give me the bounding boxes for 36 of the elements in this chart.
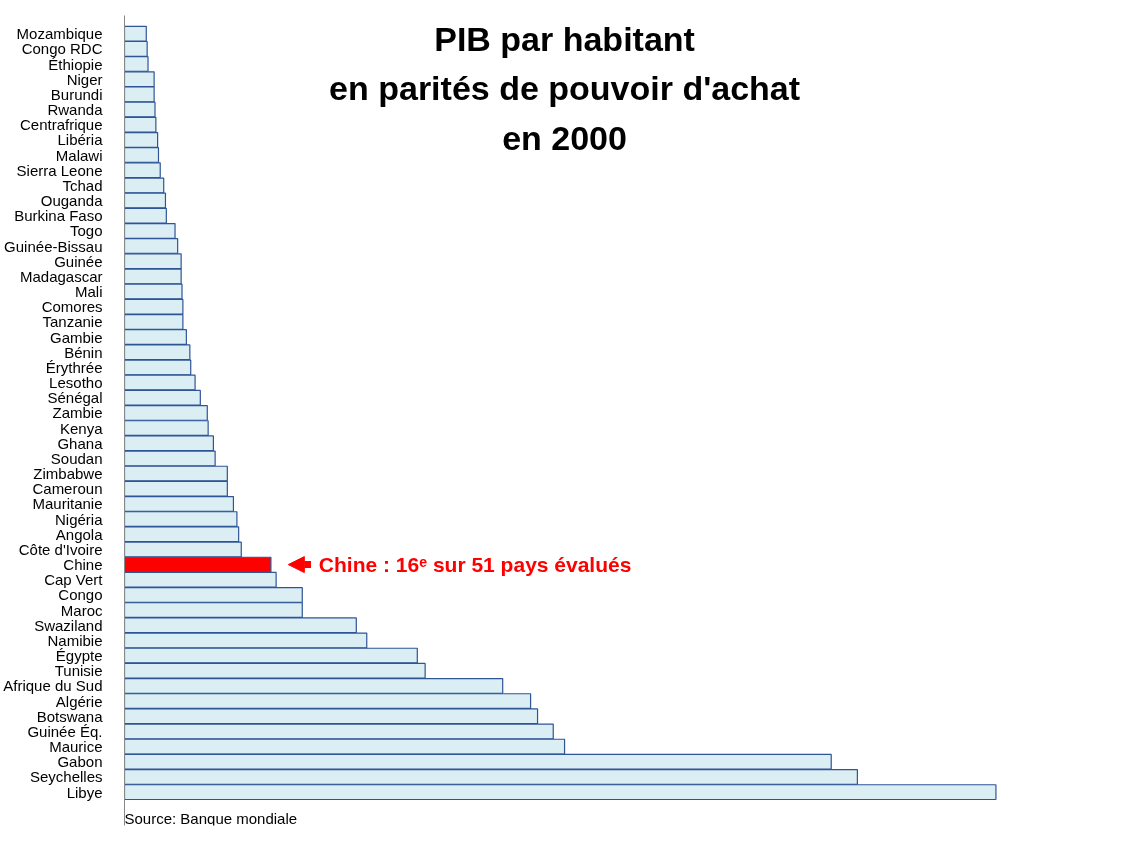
- y-tick-label: Tchad: [62, 176, 103, 194]
- y-tick-label: Guinée: [54, 252, 103, 270]
- y-tick-label: Comores: [41, 298, 103, 316]
- y-tick-label: Nigéria: [54, 510, 104, 528]
- y-tick-label: Tanzanie: [42, 313, 103, 331]
- y-tick-label: Rwanda: [47, 101, 104, 119]
- y-tick-label: Madagascar: [19, 267, 103, 285]
- y-tick-label: Algérie: [55, 692, 103, 710]
- y-tick-label: Soudan: [50, 449, 103, 467]
- y-tick-label: Guinée Éq.: [27, 722, 103, 740]
- y-tick-label: Seychelles: [29, 768, 103, 786]
- y-tick-label: Namibie: [47, 631, 103, 649]
- y-tick-label: Togo: [69, 222, 103, 240]
- y-tick-label: Cameroun: [32, 480, 103, 498]
- y-tick-label: Centrafrique: [19, 116, 103, 134]
- y-tick-label: Mauritanie: [32, 495, 103, 513]
- y-tick-label: Afrique du Sud: [3, 677, 103, 695]
- y-tick-label: Sénégal: [47, 389, 103, 407]
- y-tick-label: Mozambique: [16, 25, 103, 43]
- y-tick-label: Érythrée: [45, 358, 103, 376]
- y-tick-label: Malawi: [55, 146, 103, 164]
- annotation: Chine : 16ᵉ sur 51 pays évalués: [318, 553, 632, 577]
- y-tick-label: Zimbabwe: [33, 465, 103, 483]
- y-tick-label: Sierra Leone: [16, 161, 103, 179]
- y-tick-label: Chine: [63, 556, 103, 574]
- y-tick-label: Ouganda: [40, 192, 104, 210]
- text: PIB par habitant en parités de pouvoir d'achat en 2000: [329, 20, 801, 157]
- y-tick-label: Cap Vert: [44, 571, 104, 589]
- y-tick-label: Libye: [66, 783, 103, 801]
- y-tick-label: Gambie: [49, 328, 103, 346]
- y-tick-label: Kenya: [59, 419, 104, 437]
- y-tick-label: Égypte: [55, 647, 103, 665]
- y-tick-label: Gabon: [57, 753, 103, 771]
- y-tick-label: Mali: [75, 283, 103, 301]
- y-tick-label: Bénin: [64, 343, 103, 361]
- y-tick-label: Swaziland: [34, 616, 103, 634]
